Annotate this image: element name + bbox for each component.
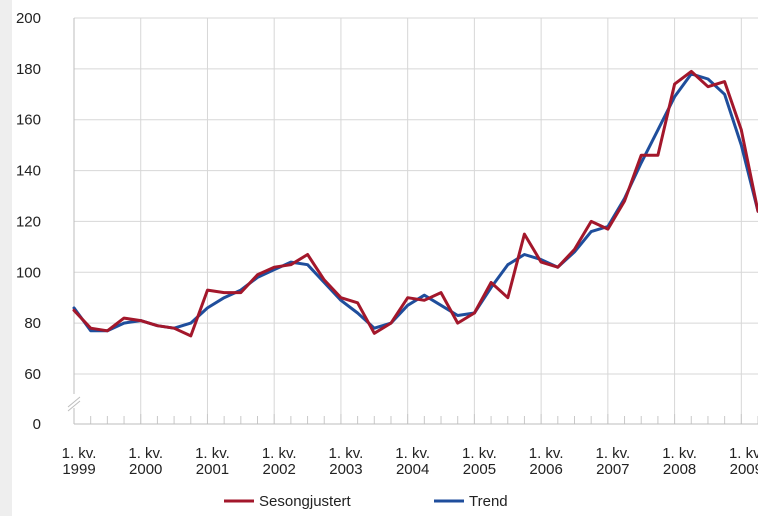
- y-tick-label: 140: [16, 163, 41, 180]
- y-tick-label: 100: [16, 264, 41, 281]
- y-tick-label: 200: [16, 10, 41, 27]
- y-tick-label: 60: [24, 366, 41, 383]
- x-axis-ticks: 1. kv. 1999 1. kv. 2000 1. kv. 2001 1. kv. 2002…: [62, 445, 758, 478]
- y-tick-label: 0: [33, 416, 41, 433]
- x-tick-label: 1. kv. 2004: [395, 445, 430, 478]
- x-tick-label: 1. kv. 2000: [128, 445, 163, 478]
- axis-break-mark: [67, 394, 81, 412]
- x-tick-label: 1. kv. 2005: [462, 445, 497, 478]
- x-tick-label: 1. kv. 2001: [195, 445, 230, 478]
- y-tick-label: 180: [16, 61, 41, 78]
- axes: [67, 18, 758, 425]
- y-tick-label: 80: [24, 315, 41, 332]
- chart-area: 0 60 80 100 120 140 160 180 200 1. kv. 1999 1. kv.…: [12, 0, 758, 516]
- series-line-trend: [72, 72, 758, 333]
- legend: Sesongjustert Trend: [224, 493, 508, 510]
- x-tick-label: 1. kv. 2008: [662, 445, 697, 478]
- x-tick-label: 1. kv. 2007: [595, 445, 630, 478]
- legend-item: Sesongjustert: [224, 493, 352, 510]
- y-axis-ticks: 0 60 80 100 120 140 160 180 200: [16, 10, 41, 433]
- legend-label: Sesongjustert: [259, 493, 352, 510]
- legend-label: Trend: [469, 493, 508, 510]
- y-tick-label: 120: [16, 213, 41, 230]
- x-tick-label: 1. kv.2009: [729, 445, 758, 478]
- y-tick-label: 160: [16, 112, 41, 129]
- x-tick-label: 1. kv. 2006: [529, 445, 564, 478]
- x-tick-label: 1. kv. 2003: [329, 445, 364, 478]
- series-lines: [72, 69, 758, 338]
- series-line-sesongjustert: [72, 69, 758, 338]
- gridlines: [73, 17, 758, 424]
- x-tick-label: 1. kv. 2002: [262, 445, 297, 478]
- legend-item: Trend: [434, 493, 508, 510]
- x-tick-label: 1. kv. 1999: [62, 445, 97, 478]
